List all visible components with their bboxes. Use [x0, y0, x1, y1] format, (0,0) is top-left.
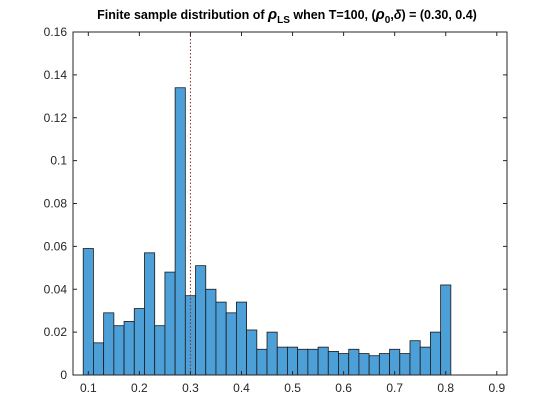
histogram-bar — [358, 353, 370, 376]
histogram-bar — [348, 348, 360, 376]
histogram-bar — [195, 265, 207, 376]
histogram-bar — [246, 329, 258, 376]
histogram-bar — [419, 346, 431, 376]
histogram-bar — [154, 325, 166, 376]
histogram-bar — [235, 301, 247, 376]
x-tick-label: 0.1 — [80, 381, 97, 395]
histogram-bar — [399, 353, 411, 376]
histogram-bars — [82, 87, 452, 376]
y-tick-label: 0.02 — [44, 325, 68, 339]
histogram-bar — [378, 353, 390, 376]
histogram-bar — [103, 312, 115, 376]
histogram-bar — [133, 308, 145, 376]
histogram-bar — [409, 340, 421, 376]
histogram-bar — [184, 295, 196, 376]
x-tick-label: 0.7 — [386, 381, 403, 395]
histogram-bar — [215, 301, 227, 376]
y-tick-label: 0.08 — [44, 197, 68, 211]
x-tick-label: 0.9 — [488, 381, 505, 395]
histogram-bar — [113, 325, 125, 376]
x-tick-label: 0.3 — [182, 381, 199, 395]
histogram-bar — [297, 348, 309, 376]
y-tick-label: 0.04 — [44, 282, 68, 296]
histogram-bar — [93, 342, 105, 376]
x-tick-label: 0.8 — [437, 381, 454, 395]
histogram-bar — [256, 348, 268, 376]
histogram-bar — [287, 346, 299, 376]
histogram-bar — [144, 252, 156, 376]
x-tick-label: 0.5 — [284, 381, 301, 395]
y-tick-label: 0.12 — [44, 111, 68, 125]
x-tick-label: 0.2 — [131, 381, 148, 395]
x-tick-label: 0.6 — [335, 381, 352, 395]
histogram-bar — [82, 248, 94, 376]
y-tick-label: 0 — [60, 368, 67, 382]
histogram-bar — [440, 284, 452, 376]
histogram-bar — [266, 331, 278, 376]
histogram-bar — [327, 351, 339, 376]
histogram-bar — [205, 288, 217, 376]
axes: 0.1 0.2 0.3 0.4 0.5 0.6 0.7 0.8 0.9 0 0.02 0.04 0.06… — [44, 25, 508, 395]
histogram-bar — [123, 321, 135, 376]
histogram-bar — [307, 348, 319, 376]
histogram-bar — [317, 346, 329, 376]
y-tick-label: 0.14 — [44, 68, 68, 82]
chart-title: Finite sample distribution of ρLS when T… — [97, 6, 477, 26]
histogram-bar — [164, 271, 176, 376]
y-tick-label: 0.06 — [44, 239, 68, 253]
histogram-bar — [174, 87, 186, 376]
y-tick-label: 0.1 — [50, 154, 67, 168]
histogram-bar — [430, 331, 442, 376]
histogram-bar — [276, 346, 288, 376]
histogram-bar — [225, 312, 237, 376]
histogram-bar — [368, 355, 380, 376]
x-tick-label: 0.4 — [233, 381, 250, 395]
y-tick-label: 0.16 — [44, 25, 68, 39]
